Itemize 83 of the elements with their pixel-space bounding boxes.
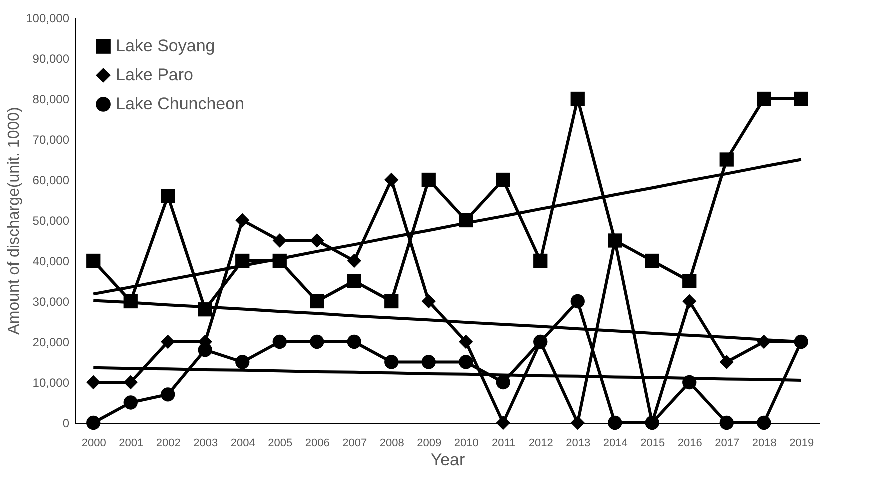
y-tick-label: 80,000	[32, 92, 70, 106]
x-tick-label: 2011	[492, 438, 516, 450]
point	[645, 254, 660, 268]
x-tick-label: 2015	[640, 438, 666, 450]
y-axis-title: Amount of discharge(unit. 1000)	[6, 107, 24, 335]
point	[459, 355, 474, 370]
point	[757, 416, 772, 430]
x-tick-label: 2017	[715, 438, 740, 450]
point	[310, 294, 324, 309]
point	[720, 355, 734, 370]
point	[608, 416, 622, 430]
x-tick-label: 2010	[454, 438, 479, 450]
x-tick-label: 2006	[305, 438, 330, 450]
point	[347, 254, 362, 268]
point	[682, 274, 697, 288]
point	[570, 294, 585, 309]
point	[422, 294, 436, 309]
y-tick-label: 40,000	[32, 254, 70, 268]
y-tick-label: 20,000	[32, 336, 70, 350]
x-tick-label: 2002	[156, 438, 181, 450]
x-tick-label: 2007	[342, 438, 368, 450]
point	[86, 416, 101, 430]
point	[310, 334, 324, 350]
y-tick-label: 30,000	[32, 295, 70, 309]
y-tick-label: 0	[62, 416, 70, 430]
x-tick-label: 2018	[752, 438, 777, 450]
x-tick-label: 2016	[678, 438, 702, 450]
point	[496, 172, 510, 188]
x-tick-label: 2019	[790, 438, 814, 450]
x-tick-label: 2004	[230, 438, 256, 450]
point	[422, 172, 436, 188]
point	[310, 234, 324, 248]
point	[161, 189, 176, 204]
legend-label: Lake Paro	[116, 66, 194, 84]
y-tick-label: 70,000	[32, 133, 70, 147]
point	[236, 213, 250, 228]
point	[198, 343, 212, 358]
point	[794, 334, 808, 350]
x-tick-label: 2013	[566, 438, 591, 450]
point	[534, 334, 548, 350]
point	[794, 92, 808, 106]
point	[720, 416, 734, 430]
point	[161, 334, 176, 350]
point	[86, 375, 101, 390]
point	[645, 416, 660, 430]
point	[534, 254, 548, 268]
y-tick-label: 100,000	[26, 12, 70, 26]
point	[272, 334, 287, 350]
point	[236, 355, 250, 370]
x-tick-label: 2009	[417, 438, 442, 450]
y-tick-label: 10,000	[32, 376, 70, 390]
point	[124, 375, 138, 390]
x-tick-label: 2003	[194, 438, 218, 450]
point	[384, 355, 399, 370]
x-axis-title: Year	[430, 450, 466, 470]
point	[570, 416, 585, 430]
point	[459, 334, 474, 350]
point	[161, 388, 176, 402]
legend-label: Lake Soyang	[116, 36, 216, 56]
x-tick-label: 2014	[603, 438, 628, 450]
point	[272, 234, 287, 248]
point	[757, 92, 772, 106]
point	[720, 152, 734, 167]
point	[347, 274, 362, 288]
y-tick-label: 90,000	[32, 52, 70, 66]
x-tick-label: 2005	[268, 438, 293, 450]
point	[682, 294, 697, 309]
y-tick-label: 50,000	[32, 214, 70, 228]
y-tick-label: 60,000	[32, 174, 70, 188]
point	[384, 172, 399, 188]
x-tick-label: 2000	[82, 438, 106, 450]
point	[347, 334, 362, 350]
point	[496, 416, 510, 430]
point	[86, 254, 101, 268]
point	[384, 294, 399, 309]
x-tick-label: 2012	[528, 438, 554, 450]
legend-label: Lake Chuncheon	[116, 94, 245, 114]
point	[422, 355, 436, 370]
x-tick-label: 2001	[119, 438, 144, 450]
point	[124, 396, 138, 410]
point	[570, 92, 585, 106]
point	[496, 375, 510, 390]
x-tick-label: 2008	[380, 438, 404, 450]
